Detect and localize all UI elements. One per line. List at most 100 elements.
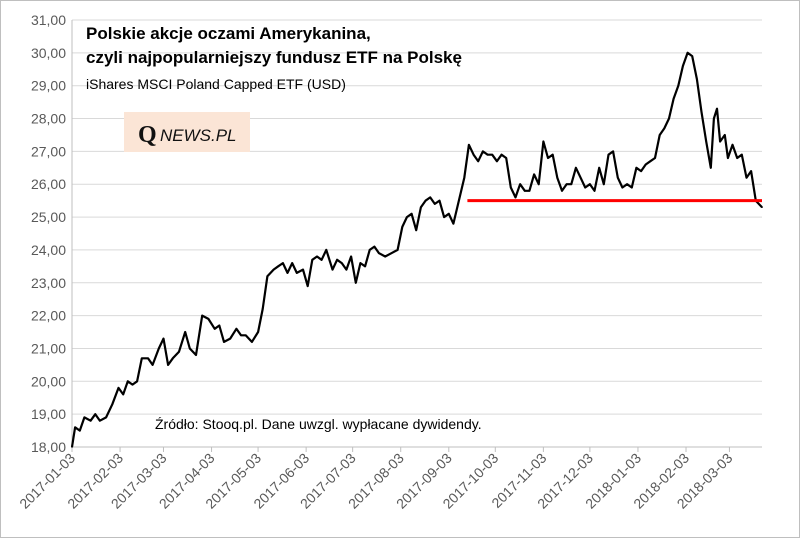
- data-point: [257, 331, 259, 333]
- y-tick-label: 21,00: [31, 340, 66, 356]
- data-point: [266, 275, 269, 278]
- data-point: [302, 268, 304, 271]
- data-point: [147, 357, 149, 360]
- data-point: [710, 167, 712, 169]
- data-point: [612, 150, 614, 153]
- data-point: [658, 134, 661, 136]
- data-point: [617, 176, 619, 179]
- data-point: [677, 84, 680, 87]
- data-point: [79, 429, 81, 432]
- data-point: [668, 117, 670, 120]
- data-point: [320, 259, 323, 261]
- logo-q: Q: [138, 122, 157, 148]
- data-point: [105, 416, 107, 419]
- data-point: [524, 190, 526, 192]
- data-point: [373, 245, 376, 248]
- data-point: [218, 324, 221, 327]
- data-point: [514, 196, 517, 199]
- data-point: [331, 268, 334, 271]
- data-point: [589, 183, 591, 185]
- y-tick-label: 30,00: [31, 45, 66, 61]
- data-point: [649, 160, 652, 162]
- data-point: [561, 190, 563, 192]
- data-point: [195, 354, 197, 356]
- data-point: [296, 272, 298, 274]
- data-point: [551, 153, 554, 156]
- data-point: [207, 318, 210, 320]
- chart-title: Polskie akcje oczami Amerykanina,: [86, 24, 371, 43]
- data-point: [631, 186, 633, 189]
- data-point: [189, 347, 191, 350]
- data-point: [390, 252, 393, 254]
- data-point: [277, 265, 280, 268]
- data-point: [584, 186, 586, 189]
- data-point: [434, 203, 436, 205]
- data-point: [626, 183, 628, 185]
- y-tick-label: 31,00: [31, 12, 66, 28]
- data-point: [556, 176, 559, 179]
- data-point: [420, 206, 422, 208]
- data-point: [705, 140, 707, 143]
- data-point: [378, 252, 380, 254]
- data-point: [235, 328, 238, 330]
- data-point: [500, 153, 503, 156]
- data-point: [429, 196, 432, 199]
- data-point: [510, 186, 512, 189]
- data-point: [291, 262, 294, 264]
- data-point: [736, 157, 738, 159]
- data-point: [533, 173, 535, 176]
- data-point: [565, 183, 568, 185]
- data-point: [519, 183, 521, 185]
- y-tick-label: 25,00: [31, 209, 66, 225]
- y-tick-label: 19,00: [31, 406, 66, 422]
- data-point: [542, 140, 545, 143]
- series-layer: [70, 51, 763, 448]
- data-point: [528, 190, 531, 192]
- data-point: [336, 259, 338, 261]
- data-point: [286, 272, 289, 274]
- data-point: [325, 249, 328, 251]
- data-point: [229, 337, 231, 340]
- data-point: [727, 157, 729, 159]
- data-point: [213, 328, 216, 330]
- chart-title-line2: czyli najpopularniejszy fundusz ETF na P…: [86, 48, 462, 67]
- data-point: [83, 416, 86, 419]
- data-point: [691, 55, 693, 57]
- data-point: [201, 314, 203, 317]
- y-tick-label: 27,00: [31, 143, 66, 159]
- data-point: [745, 176, 748, 179]
- data-point: [700, 111, 703, 113]
- data-point: [491, 153, 494, 156]
- data-point: [438, 199, 441, 202]
- data-point: [724, 134, 726, 136]
- data-point: [341, 262, 343, 264]
- y-tick-label: 22,00: [31, 308, 66, 324]
- data-point: [345, 268, 348, 271]
- data-point: [716, 107, 718, 110]
- data-point: [261, 308, 264, 310]
- data-point: [244, 334, 247, 337]
- data-point: [136, 380, 138, 383]
- data-point: [575, 167, 577, 169]
- data-point: [178, 350, 180, 353]
- data-point: [598, 167, 600, 169]
- data-point: [750, 170, 752, 172]
- data-point: [663, 127, 666, 130]
- logo-text: NEWS.PL: [160, 126, 237, 145]
- data-point: [71, 446, 73, 448]
- data-point: [406, 216, 408, 218]
- data-point: [686, 52, 689, 54]
- data-point: [696, 78, 698, 80]
- data-point: [223, 341, 225, 343]
- y-tick-label: 18,00: [31, 439, 66, 455]
- data-point: [131, 383, 134, 386]
- data-point: [472, 153, 475, 156]
- data-point: [579, 176, 582, 179]
- data-point: [240, 334, 242, 337]
- data-point: [74, 426, 76, 429]
- data-point: [603, 183, 605, 185]
- data-point: [151, 364, 154, 366]
- data-point: [410, 213, 413, 215]
- data-point: [424, 199, 427, 202]
